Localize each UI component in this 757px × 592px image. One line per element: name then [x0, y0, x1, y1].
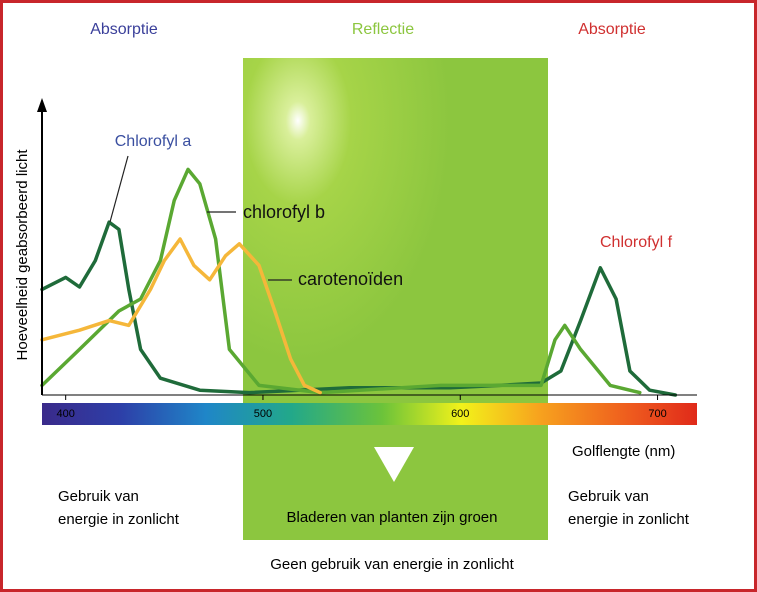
note: energie in zonlicht — [58, 511, 180, 528]
y-axis-label: Hoeveelheid geabsorbeerd licht — [14, 149, 31, 361]
y-axis-arrow — [37, 98, 47, 112]
x-tick-label: 400 — [56, 408, 74, 420]
x-tick-label: 500 — [254, 408, 272, 420]
legend-label: chlorofyl b — [243, 202, 325, 222]
legend-label: carotenoïden — [298, 269, 403, 289]
x-axis-label: Golflengte (nm) — [572, 443, 675, 460]
header: Reflectie — [352, 21, 414, 38]
x-tick-label: 700 — [648, 408, 666, 420]
footer: Geen gebruik van energie in zonlicht — [270, 556, 514, 573]
legend-label: Chlorofyl a — [115, 133, 192, 150]
x-tick-label: 600 — [451, 408, 469, 420]
note: energie in zonlicht — [568, 511, 690, 528]
spectrum-bar — [42, 403, 697, 425]
note: Gebruik van — [58, 488, 139, 505]
header: Absorptie — [578, 21, 646, 38]
annotation: Chlorofyl f — [600, 234, 673, 251]
curve — [40, 237, 322, 395]
note: Gebruik van — [568, 488, 649, 505]
header: Absorptie — [90, 21, 158, 38]
curve — [40, 167, 642, 395]
leader-line — [109, 155, 129, 223]
arrow-down — [374, 447, 414, 482]
note: Bladeren van planten zijn groen — [287, 509, 498, 526]
